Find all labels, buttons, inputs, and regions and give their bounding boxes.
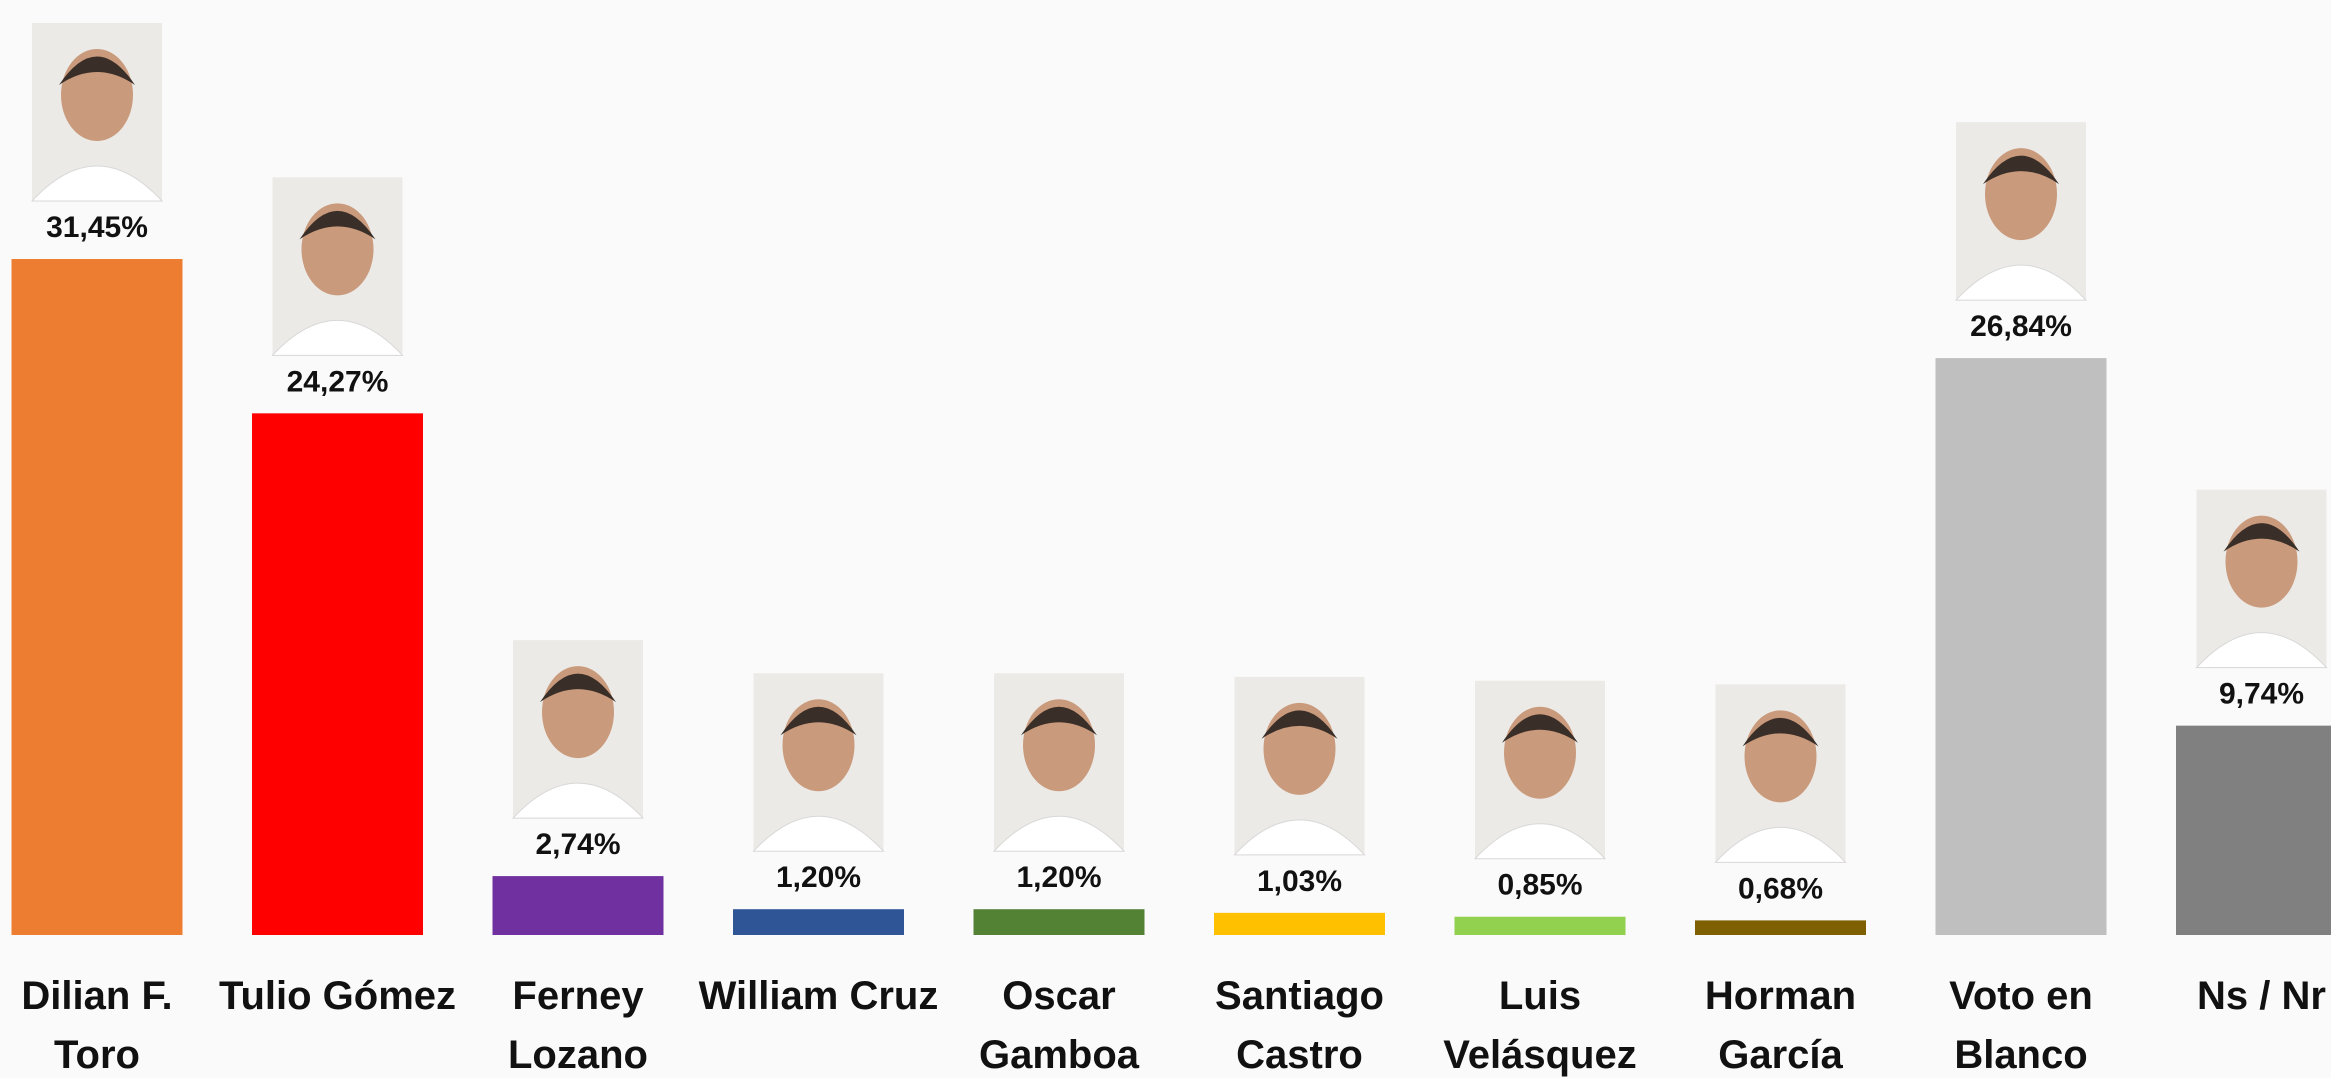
value-label: 24,27% xyxy=(287,365,389,398)
bar xyxy=(733,909,904,935)
photo-shoulders xyxy=(271,319,404,356)
candidate-photo xyxy=(992,673,1126,852)
photo-shoulders xyxy=(992,815,1126,852)
category-label: Ns / Nr xyxy=(2197,974,2326,1018)
category-label: Oscar Gamboa xyxy=(978,974,1140,1077)
photo-shoulders xyxy=(511,782,645,819)
candidate-photo xyxy=(271,177,404,356)
photo-shoulders xyxy=(30,165,164,202)
category-label: Voto en Blanco xyxy=(1949,974,2093,1077)
value-label: 1,20% xyxy=(776,861,861,894)
category-label: William Cruz xyxy=(698,974,939,1018)
value-label: 26,84% xyxy=(1970,310,2072,343)
value-label: 1,20% xyxy=(1016,861,1101,894)
bar xyxy=(1695,920,1866,935)
photo-hair xyxy=(1742,717,1819,747)
category-label: Horman García xyxy=(1704,974,1857,1077)
photo-hair xyxy=(2223,523,2300,552)
bar xyxy=(11,259,183,935)
candidate-photo xyxy=(1473,680,1607,860)
photo-shoulders xyxy=(752,815,885,852)
bar xyxy=(1214,912,1385,935)
candidate-photo xyxy=(2195,489,2328,669)
candidate-photo xyxy=(30,23,164,202)
candidate-photo xyxy=(511,640,645,819)
candidate-photo xyxy=(1954,122,2088,301)
photo-hair xyxy=(780,706,857,736)
bar xyxy=(252,413,423,935)
photo-hair xyxy=(1983,155,2059,185)
bar xyxy=(973,909,1145,935)
category-label: Luis Velásquez xyxy=(1443,974,1637,1077)
candidate-photo xyxy=(752,673,885,852)
photo-hair xyxy=(1021,706,1097,736)
bar xyxy=(1935,358,2107,935)
photo-hair xyxy=(540,673,616,703)
photo-shoulders xyxy=(2195,632,2328,669)
value-label: 0,68% xyxy=(1738,872,1823,905)
value-label: 1,03% xyxy=(1257,865,1342,898)
photo-shoulders xyxy=(1473,823,1607,860)
value-label: 0,85% xyxy=(1497,869,1582,902)
candidate-photo xyxy=(1714,684,1847,863)
bar xyxy=(2176,725,2331,935)
candidate-photo xyxy=(1233,676,1366,856)
category-label: Dilian F. Toro xyxy=(21,974,173,1077)
category-label: Tulio Gómez xyxy=(218,974,457,1018)
value-label: 31,45% xyxy=(46,211,148,244)
category-label: Santiago Castro xyxy=(1215,974,1384,1077)
photo-shoulders xyxy=(1233,819,1366,856)
photo-shoulders xyxy=(1954,264,2088,301)
bar xyxy=(492,876,664,935)
bar xyxy=(1454,916,1626,935)
photo-shoulders xyxy=(1714,826,1847,863)
photo-hair xyxy=(299,210,376,240)
photo-hair xyxy=(1261,710,1338,739)
value-label: 2,74% xyxy=(535,828,620,861)
value-label: 9,74% xyxy=(2219,678,2304,711)
photo-hair xyxy=(1502,714,1578,743)
photo-hair xyxy=(59,56,135,86)
category-label: Ferney Lozano xyxy=(508,974,648,1077)
